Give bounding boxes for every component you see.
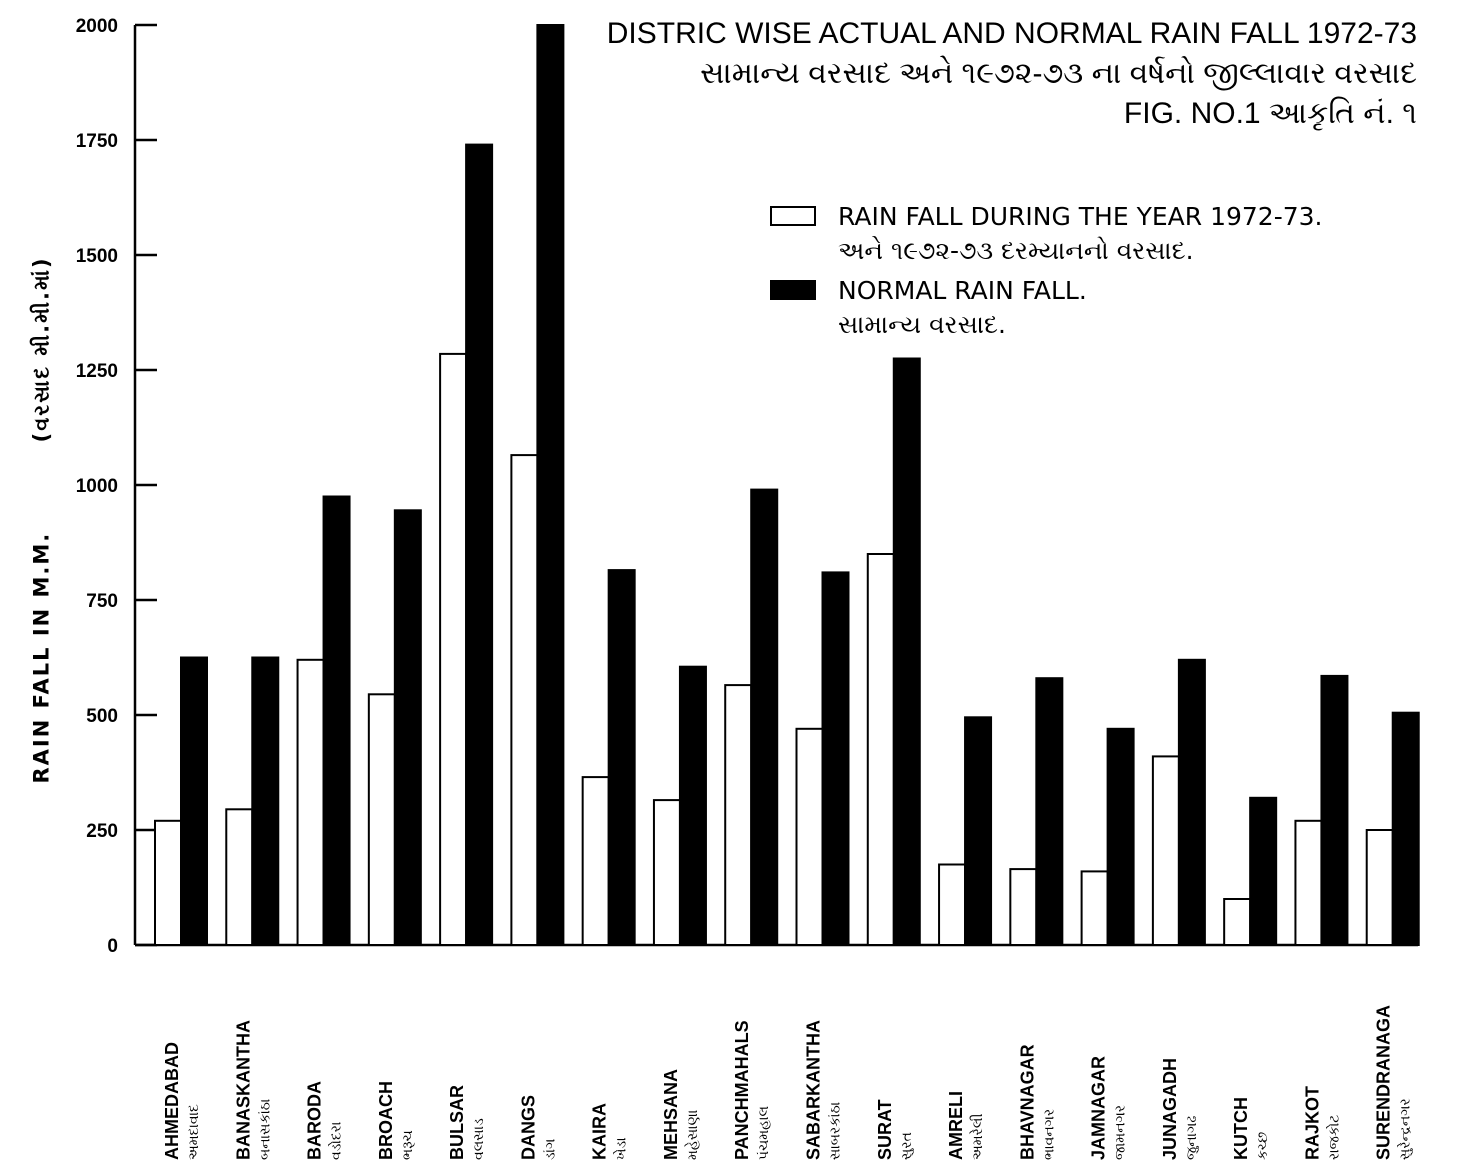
y-tick-label: 2000 — [76, 16, 118, 37]
x-tick-label: KUTCH — [1231, 1097, 1251, 1160]
bar-actual — [1009, 868, 1038, 946]
x-tick-label: BANASKANTHA — [233, 1020, 253, 1160]
x-tick-label-gujarati: સુરત — [899, 1132, 915, 1160]
bar-actual — [652, 799, 681, 946]
x-tick-label-gujarati: બનાસકાંઠા — [257, 1099, 273, 1160]
x-tick-label-gujarati: સાબરકાંઠા — [828, 1102, 844, 1160]
legend-item-actual: RAIN FALL DURING THE YEAR 1972-73. અને ૧… — [770, 200, 1323, 268]
x-tick-label: PANCHMAHALS — [732, 1020, 752, 1160]
bar-normal — [750, 488, 779, 946]
bar-actual — [724, 684, 753, 946]
x-tick-label-gujarati: કચ્છ — [1255, 1132, 1271, 1160]
bar-normal — [964, 716, 993, 946]
bar-normal — [1391, 711, 1420, 947]
x-tick-label: AHMEDABAD — [162, 1042, 182, 1160]
bar-actual — [296, 658, 325, 946]
x-tick-label: BULSAR — [447, 1085, 467, 1160]
y-tick-label: 500 — [86, 706, 118, 727]
bar-normal — [393, 509, 422, 946]
bar-normal — [892, 357, 921, 946]
y-axis-label: RAIN FALL IN M.M. (વરસાદ મી.મી.માં) — [30, 216, 55, 823]
bar-normal — [821, 571, 850, 947]
bar-actual — [581, 776, 610, 946]
y-tick-label: 0 — [107, 936, 118, 957]
x-tick-label-gujarati: રાજકોટ — [1325, 1115, 1342, 1160]
bar-actual — [1365, 829, 1394, 946]
bar-normal — [322, 495, 351, 946]
bar-actual — [1151, 755, 1180, 947]
x-tick-label-gujarati: સુરેન્દ્રનગર — [1397, 1098, 1414, 1160]
bar-normal — [251, 656, 280, 946]
bar-actual — [367, 693, 396, 946]
legend-swatch-normal — [770, 280, 816, 300]
x-tick-label: SABARKANTHA — [804, 1020, 824, 1160]
x-tick-label-gujarati: વડોદરા — [328, 1122, 345, 1160]
y-tick-label: 250 — [86, 821, 118, 842]
legend-item-normal: NORMAL RAIN FALL. સામાન્ય વરસાદ. — [770, 274, 1323, 342]
x-tick-label-gujarati: જુનાગઢ — [1184, 1116, 1200, 1160]
x-tick-label: RAJKOT — [1302, 1086, 1322, 1160]
x-tick-label: BHAVNAGAR — [1017, 1044, 1037, 1160]
bar-actual — [225, 808, 254, 946]
y-tick-label: 1750 — [76, 131, 118, 152]
legend-label-normal: NORMAL RAIN FALL. — [838, 276, 1087, 305]
x-tick-label-gujarati: ભાવનગર — [1041, 1109, 1057, 1160]
bar-normal — [678, 665, 707, 946]
bar-actual — [1294, 819, 1323, 946]
bar-normal — [1320, 674, 1349, 947]
x-tick-label-gujarati: ભરૂચ — [400, 1130, 416, 1160]
x-tick-label: MEHSANA — [661, 1069, 681, 1160]
x-tick-label: DANGS — [518, 1095, 538, 1160]
x-tick-label: AMRELI — [946, 1091, 966, 1160]
bar-normal — [1177, 658, 1206, 946]
chart-legend: RAIN FALL DURING THE YEAR 1972-73. અને ૧… — [770, 200, 1323, 348]
legend-label-actual: RAIN FALL DURING THE YEAR 1972-73. — [838, 202, 1323, 231]
bar-normal — [1035, 677, 1064, 946]
chart-title-gujarati: સામાન્ય વરસાદ અને ૧૯૭૨-૭૩ ના વર્ષનો જીલ્… — [700, 57, 1417, 90]
legend-label-actual-gujarati: અને ૧૯૭૨-૭૩ દરમ્યાનનો વરસાદ. — [838, 236, 1194, 265]
x-tick-label-gujarati: ખેડા — [613, 1137, 630, 1160]
figure-number: FIG. NO.1 આકૃતિ નં. ૧ — [1123, 97, 1417, 130]
legend-swatch-actual — [770, 206, 816, 226]
bar-normal — [1106, 727, 1135, 946]
bar-normal — [536, 24, 565, 946]
bar-actual — [1080, 870, 1109, 947]
bar-normal — [607, 569, 636, 946]
x-tick-label-gujarati: અમદાવાદ — [186, 1104, 202, 1160]
bar-actual — [938, 863, 967, 946]
chart-title-block: DISTRIC WISE ACTUAL AND NORMAL RAIN FALL… — [607, 14, 1417, 134]
bar-normal — [1249, 796, 1278, 946]
y-tick-label: 750 — [86, 591, 118, 612]
bar-normal — [465, 143, 494, 947]
legend-label-normal-gujarati: સામાન્ય વરસાદ. — [838, 310, 1006, 339]
bar-actual — [866, 553, 895, 946]
x-tick-label-gujarati: વલસાડ — [471, 1118, 487, 1160]
bar-actual — [154, 819, 182, 946]
x-tick-label-gujarati: ડાંગ — [542, 1139, 558, 1160]
x-tick-label-gujarati: પંચમહાલ — [756, 1105, 772, 1160]
x-tick-label-gujarati: જામનગર — [1113, 1105, 1129, 1160]
bar-actual — [439, 352, 468, 946]
x-tick-label: SURENDRANAGA — [1374, 1005, 1394, 1160]
chart-title: DISTRIC WISE ACTUAL AND NORMAL RAIN FALL… — [606, 17, 1417, 50]
y-axis-label-english: RAIN FALL IN M.M. — [29, 531, 54, 784]
x-tick-label-gujarati: મહેસાણા — [684, 1110, 701, 1160]
x-tick-label-gujarati: અમરેલી — [969, 1114, 986, 1160]
bar-actual — [795, 727, 824, 946]
y-tick-label: 1000 — [76, 476, 118, 497]
y-tick-label: 1250 — [76, 361, 118, 382]
x-tick-label: JAMNAGAR — [1089, 1056, 1109, 1160]
bar-normal — [180, 656, 208, 946]
x-tick-label: BROACH — [376, 1081, 396, 1160]
bar-actual — [510, 454, 539, 946]
x-tick-label: JUNAGADH — [1160, 1058, 1180, 1160]
y-axis-label-gujarati: (વરસાદ મી.મી.માં) — [29, 256, 54, 443]
bar-actual — [1223, 898, 1252, 946]
x-tick-label: KAIRA — [590, 1103, 610, 1160]
x-tick-label: BARODA — [305, 1081, 325, 1160]
x-tick-label: SURAT — [875, 1099, 895, 1160]
y-tick-label: 1500 — [76, 246, 118, 267]
